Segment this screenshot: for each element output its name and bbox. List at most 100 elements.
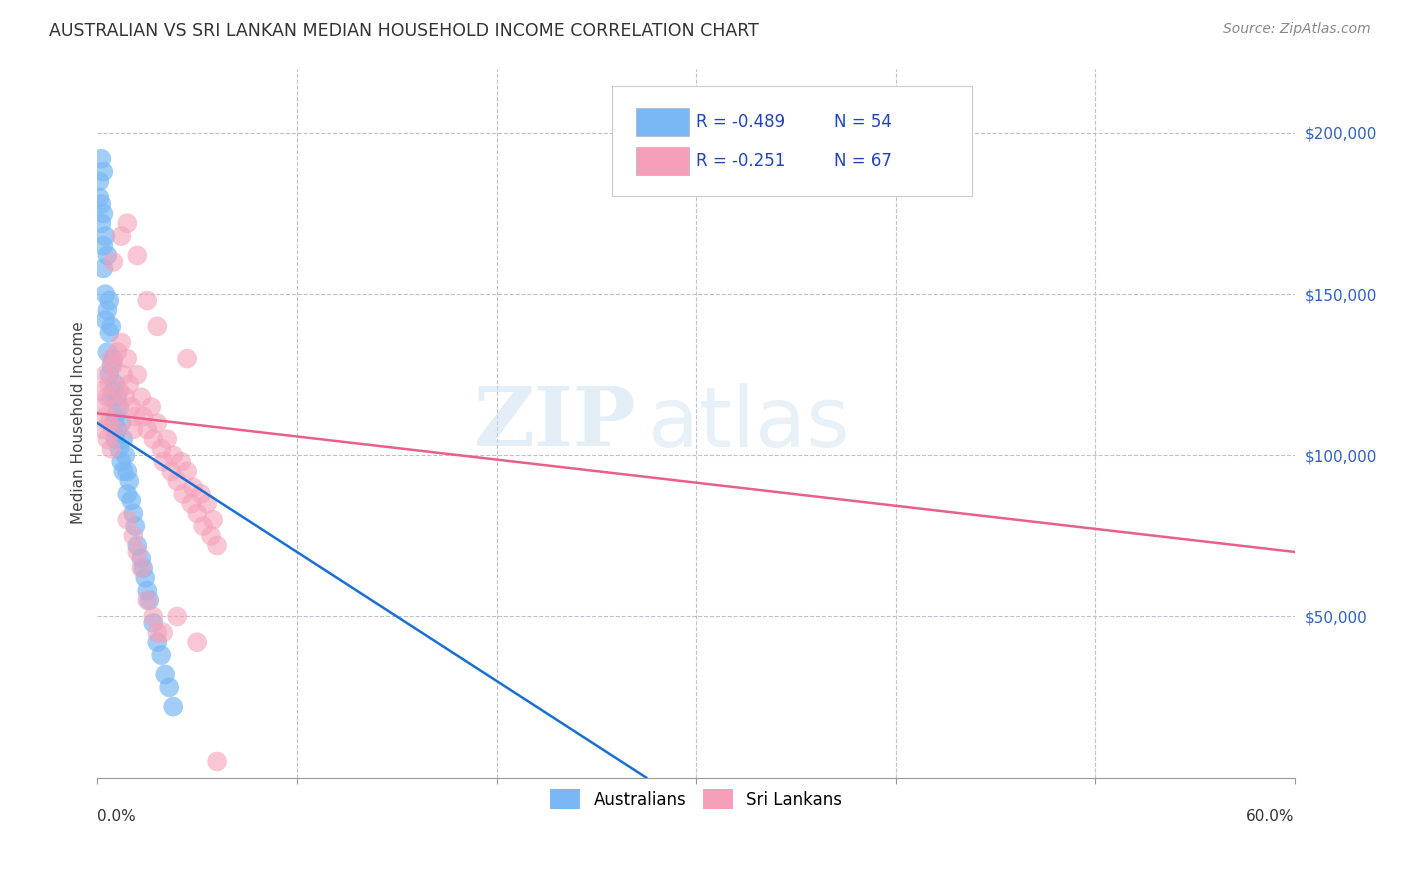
Point — [120, 400, 142, 414]
Point — [202, 513, 225, 527]
Point — [162, 448, 184, 462]
Text: AUSTRALIAN VS SRI LANKAN MEDIAN HOUSEHOLD INCOME CORRELATION CHART: AUSTRALIAN VS SRI LANKAN MEDIAN HOUSEHOL… — [49, 22, 759, 40]
Point — [96, 432, 118, 446]
Point — [136, 293, 159, 308]
Point — [90, 384, 112, 398]
Point — [91, 261, 114, 276]
Text: R = -0.251: R = -0.251 — [696, 152, 786, 169]
Y-axis label: Median Household Income: Median Household Income — [72, 322, 86, 524]
Point — [127, 545, 149, 559]
Point — [96, 303, 118, 318]
Point — [142, 609, 165, 624]
Point — [117, 216, 139, 230]
Point — [89, 190, 111, 204]
Point — [146, 319, 169, 334]
Point — [122, 506, 145, 520]
Text: N = 54: N = 54 — [834, 112, 891, 131]
Point — [103, 358, 125, 372]
Point — [200, 529, 222, 543]
Point — [186, 635, 208, 649]
Point — [129, 551, 152, 566]
Point — [191, 519, 214, 533]
Point — [170, 455, 193, 469]
Point — [120, 493, 142, 508]
Text: ZIP: ZIP — [474, 383, 637, 463]
Point — [146, 416, 169, 430]
Point — [117, 487, 139, 501]
Legend: Australians, Sri Lankans: Australians, Sri Lankans — [543, 783, 849, 815]
Point — [172, 487, 194, 501]
Point — [96, 390, 118, 404]
Point — [138, 593, 160, 607]
Point — [104, 377, 127, 392]
Point — [117, 513, 139, 527]
Point — [90, 197, 112, 211]
Point — [110, 416, 132, 430]
Point — [129, 390, 152, 404]
Point — [91, 206, 114, 220]
Point — [112, 368, 135, 382]
Point — [160, 464, 183, 478]
Point — [205, 539, 228, 553]
Point — [152, 455, 174, 469]
Point — [166, 609, 188, 624]
Point — [98, 368, 121, 382]
Point — [98, 416, 121, 430]
Point — [104, 422, 127, 436]
Point — [156, 432, 179, 446]
Point — [91, 400, 114, 414]
FancyBboxPatch shape — [637, 108, 689, 136]
Point — [142, 432, 165, 446]
Text: 0.0%: 0.0% — [97, 809, 136, 824]
Point — [186, 506, 208, 520]
Point — [91, 239, 114, 253]
Point — [122, 422, 145, 436]
Point — [152, 625, 174, 640]
Point — [105, 400, 128, 414]
Point — [100, 358, 122, 372]
Point — [155, 667, 177, 681]
Point — [190, 487, 212, 501]
Text: atlas: atlas — [648, 383, 851, 464]
Point — [157, 681, 180, 695]
Point — [108, 442, 131, 456]
Point — [132, 561, 155, 575]
Point — [114, 448, 136, 462]
Point — [124, 519, 146, 533]
Point — [96, 248, 118, 262]
Point — [94, 368, 117, 382]
Point — [108, 400, 131, 414]
Point — [104, 432, 127, 446]
Point — [114, 390, 136, 404]
Point — [98, 326, 121, 340]
Point — [136, 422, 159, 436]
Point — [162, 699, 184, 714]
Point — [104, 409, 127, 424]
Text: 60.0%: 60.0% — [1246, 809, 1295, 824]
Point — [136, 593, 159, 607]
Point — [195, 497, 218, 511]
Point — [103, 351, 125, 366]
Point — [91, 422, 114, 436]
Point — [127, 368, 149, 382]
Point — [127, 539, 149, 553]
Point — [100, 351, 122, 366]
Point — [129, 561, 152, 575]
Point — [94, 287, 117, 301]
Point — [134, 571, 156, 585]
FancyBboxPatch shape — [637, 146, 689, 175]
Point — [108, 384, 131, 398]
Point — [176, 464, 198, 478]
Point — [112, 432, 135, 446]
Point — [90, 152, 112, 166]
Point — [94, 229, 117, 244]
Point — [118, 474, 141, 488]
Point — [117, 464, 139, 478]
Point — [136, 583, 159, 598]
Point — [98, 377, 121, 392]
Point — [100, 390, 122, 404]
Point — [110, 455, 132, 469]
Point — [132, 409, 155, 424]
Point — [166, 474, 188, 488]
Point — [90, 216, 112, 230]
